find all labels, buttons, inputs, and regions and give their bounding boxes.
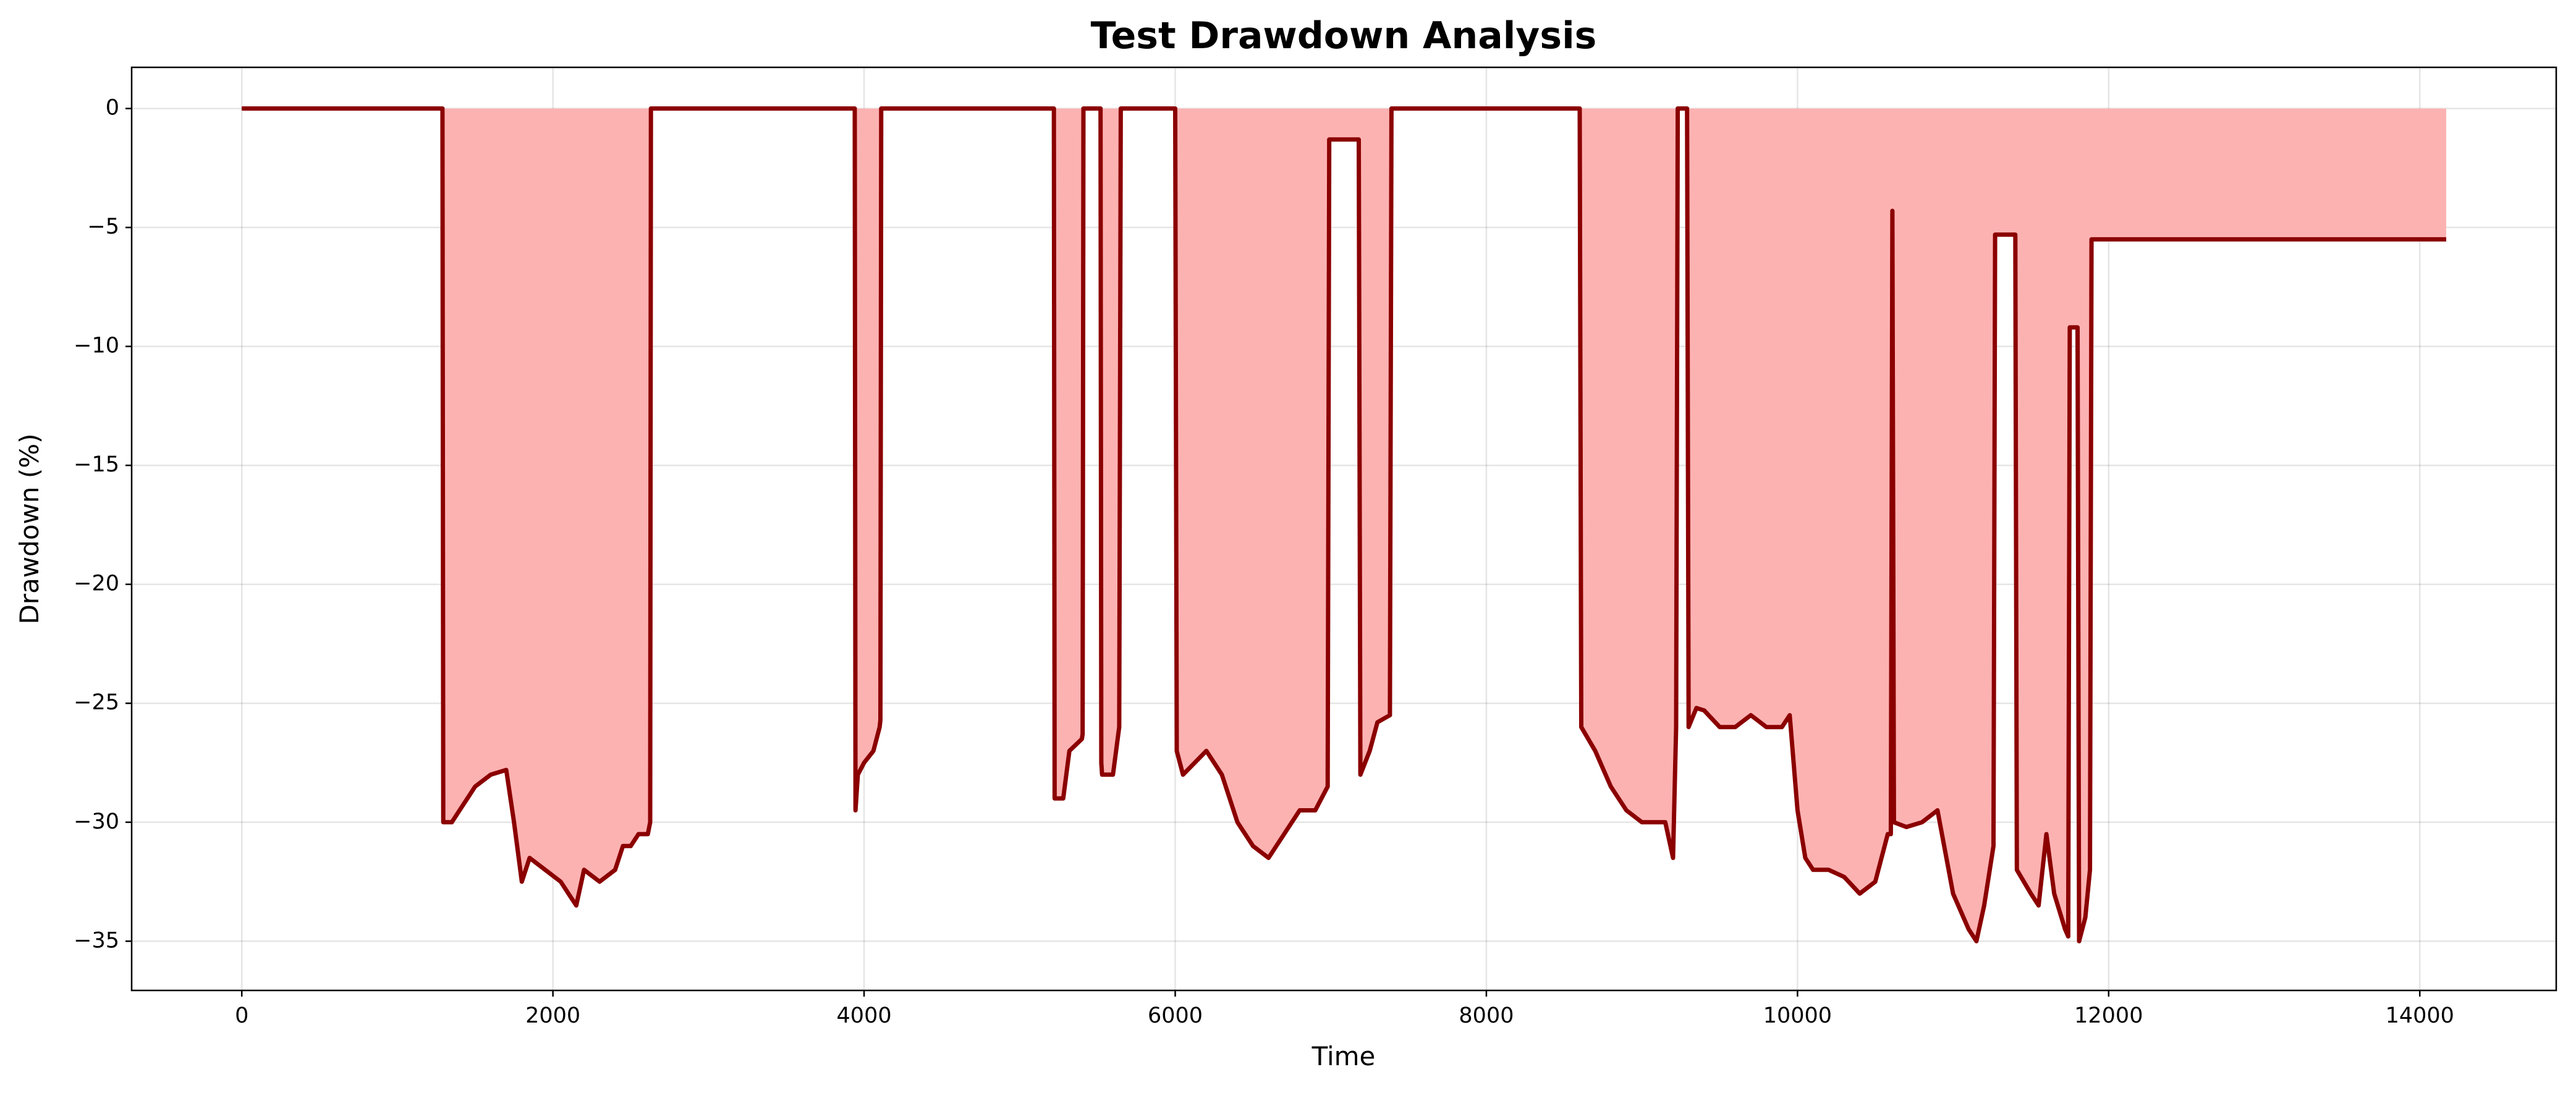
- chart-title: Test Drawdown Analysis: [1091, 14, 1597, 57]
- x-axis-label: Time: [1311, 1041, 1376, 1071]
- y-tick-label: −10: [74, 334, 119, 358]
- plot-frame: [130, 66, 2557, 992]
- x-tick-label: 12000: [2074, 1003, 2143, 1028]
- x-tick-label: 14000: [2386, 1003, 2454, 1028]
- x-tick-label: 10000: [1763, 1003, 1832, 1028]
- y-axis-label: Drawdown (%): [14, 433, 44, 624]
- x-tick-label: 0: [235, 1003, 248, 1028]
- y-tick-label: −35: [74, 928, 119, 953]
- y-tick-label: −30: [74, 809, 119, 834]
- y-tick-label: −5: [87, 214, 119, 239]
- x-tick-label: 8000: [1459, 1003, 1514, 1028]
- x-tick-label: 4000: [837, 1003, 892, 1028]
- drawdown-area: [242, 108, 2447, 942]
- y-tick-label: 0: [106, 96, 119, 120]
- x-tick-label: 2000: [525, 1003, 580, 1028]
- drawdown-line: [242, 106, 2446, 943]
- y-tick-label: −15: [74, 452, 119, 477]
- y-tick-label: −20: [74, 572, 119, 596]
- y-tick-label: −25: [74, 690, 119, 715]
- x-tick-label: 6000: [1148, 1003, 1203, 1028]
